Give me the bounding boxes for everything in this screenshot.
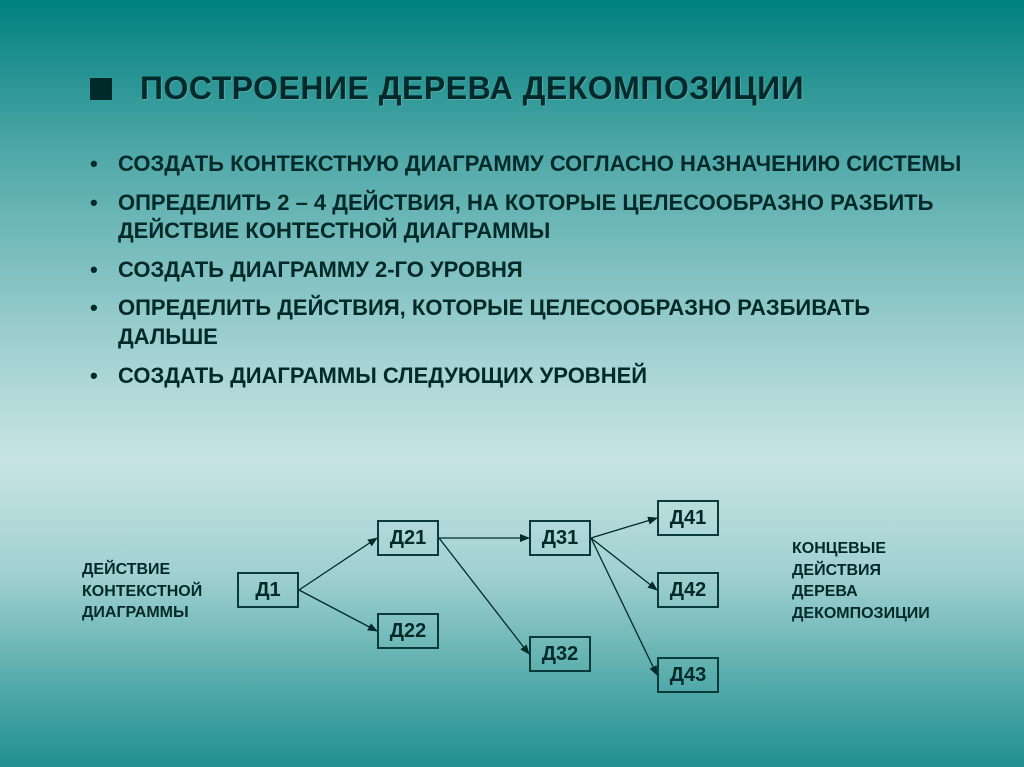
tree-node-d1: Д1 bbox=[237, 572, 299, 608]
tree-node-d32: Д32 bbox=[529, 636, 591, 672]
tree-node-d22: Д22 bbox=[377, 613, 439, 649]
title-bullet-icon bbox=[90, 78, 112, 100]
tree-edge bbox=[591, 538, 657, 590]
bullet-list: СОЗДАТЬ КОНТЕКСТНУЮ ДИАГРАММУ СОГЛАСНО Н… bbox=[90, 150, 964, 400]
bullet-item: СОЗДАТЬ КОНТЕКСТНУЮ ДИАГРАММУ СОГЛАСНО Н… bbox=[90, 150, 964, 179]
bullet-item: ОПРЕДЕЛИТЬ 2 – 4 ДЕЙСТВИЯ, НА КОТОРЫЕ ЦЕ… bbox=[90, 189, 964, 246]
left-side-label: ДЕЙСТВИЕКОНТЕКСТНОЙДИАГРАММЫ bbox=[82, 559, 202, 624]
tree-edge bbox=[591, 518, 657, 538]
tree-edge bbox=[299, 590, 377, 631]
bullet-item: ОПРЕДЕЛИТЬ ДЕЙСТВИЯ, КОТОРЫЕ ЦЕЛЕСООБРАЗ… bbox=[90, 294, 964, 351]
slide-title-row: ПОСТРОЕНИЕ ДЕРЕВА ДЕКОМПОЗИЦИИ bbox=[90, 70, 804, 107]
tree-edge bbox=[439, 538, 529, 654]
tree-edge bbox=[591, 538, 657, 675]
tree-node-d41: Д41 bbox=[657, 500, 719, 536]
bullet-item: СОЗДАТЬ ДИАГРАММЫ СЛЕДУЮЩИХ УРОВНЕЙ bbox=[90, 362, 964, 391]
tree-node-d21: Д21 bbox=[377, 520, 439, 556]
tree-node-d42: Д42 bbox=[657, 572, 719, 608]
tree-node-d31: Д31 bbox=[529, 520, 591, 556]
tree-edge bbox=[299, 538, 377, 590]
bullet-item: СОЗДАТЬ ДИАГРАММУ 2-ГО УРОВНЯ bbox=[90, 256, 964, 285]
slide-title: ПОСТРОЕНИЕ ДЕРЕВА ДЕКОМПОЗИЦИИ bbox=[140, 70, 804, 107]
right-side-label: КОНЦЕВЫЕДЕЙСТВИЯДЕРЕВАДЕКОМПОЗИЦИИ bbox=[792, 538, 930, 624]
tree-node-d43: Д43 bbox=[657, 657, 719, 693]
